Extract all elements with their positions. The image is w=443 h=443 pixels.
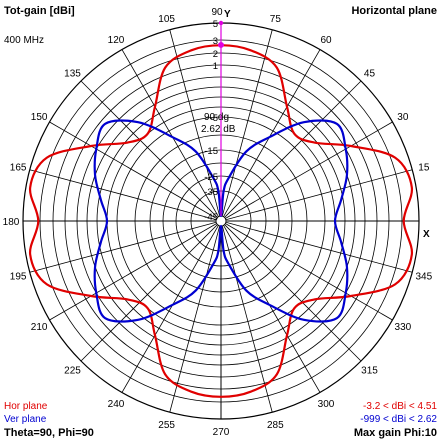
ver-plane-curve [93,119,349,323]
angle-tick-label: 150 [31,112,48,123]
angle-tick-label: 225 [64,365,81,376]
angle-tick-label: 30 [397,112,409,123]
chart-title-right: Horizontal plane [351,5,437,17]
grid-spoke [80,224,218,362]
grid-spoke [225,223,393,321]
angle-tick-label: 165 [10,163,27,174]
legend-ver-range: -999 < dBi < 2.62 [360,414,437,425]
status-theta-phi: Theta=90, Phi=90 [4,427,94,439]
radial-tick-label: -15 [204,146,218,157]
grid-spoke [169,225,221,413]
grid-spoke [225,169,413,221]
legend-hor-label: Hor plane [4,401,48,412]
radial-tick-label: 2 [213,49,218,60]
pattern-curves [29,44,413,398]
radial-tick-label: 3 [213,36,218,47]
angle-tick-label: 210 [31,322,48,333]
grid-spoke [223,225,321,393]
chart-title-left: Tot-gain [dBi] [4,5,75,17]
angle-tick-label: 270 [213,427,230,438]
angle-tick-label: 60 [320,35,332,46]
radial-tick-label: 5 [213,19,218,30]
angle-tick-label: 345 [416,271,433,282]
polar-grid [22,22,420,420]
marker-angle-label: 90 dg [204,112,229,123]
grid-spoke [225,121,393,219]
x-axis-letter: X [423,229,430,240]
legend-hor-range: -3.2 < dBi < 4.51 [363,401,437,412]
angle-tick-label: 180 [3,217,20,228]
angle-tick-label: 285 [267,420,284,431]
hor-plane-curve [29,44,413,398]
grid-spoke [221,225,273,413]
max-gain-marker [218,20,224,216]
grid-spoke [49,223,217,321]
marker-dot [218,41,224,48]
marker-top-dot [218,20,224,26]
angle-tick-label: 300 [318,399,335,410]
grid-spoke [29,169,217,221]
radial-tick-label: -25 [204,172,218,183]
angle-tick-label: 90 [211,7,223,18]
radial-tick-label: -35 [204,187,218,198]
grid-spoke [121,225,219,393]
angle-tick-label: 315 [361,365,378,376]
status-max-gain: Max gain Phi:10 [353,427,437,439]
grid-spoke [29,221,217,273]
angle-tick-label: 255 [158,420,175,431]
frequency-label: 400 MHz [4,35,45,46]
angle-tick-label: 45 [364,69,376,80]
y-axis-letter: Y [224,9,231,20]
grid-spoke [221,29,273,217]
angle-tick-labels: 1530456075901051201351501651801952102252… [3,7,433,438]
grid-spoke [80,80,218,218]
grid-spoke [224,224,362,362]
grid-spoke [224,80,362,218]
legend-ver-label: Ver plane [4,414,47,425]
grid-spoke [225,221,413,273]
angle-tick-label: 330 [395,322,412,333]
grid-spoke [169,29,221,217]
grid-spoke [121,49,219,217]
radial-tick-label: -45 [204,212,218,223]
angle-tick-label: 15 [418,163,430,174]
radial-tick-labels: 5 3 21 -5 -15 -25 -35 -45 [204,19,218,223]
angle-tick-label: 135 [64,69,81,80]
marker-gain-label: 2.62 dB [201,124,236,135]
angle-tick-label: 75 [270,14,282,25]
angle-tick-label: 195 [10,271,27,282]
grid-spoke [223,49,321,217]
angle-tick-label: 240 [108,399,125,410]
angle-tick-label: 105 [158,14,175,25]
radial-tick-label: -5 [210,113,218,124]
grid-spoke [49,121,217,219]
radial-tick-label: 1 [213,61,218,72]
angle-tick-label: 120 [108,35,125,46]
